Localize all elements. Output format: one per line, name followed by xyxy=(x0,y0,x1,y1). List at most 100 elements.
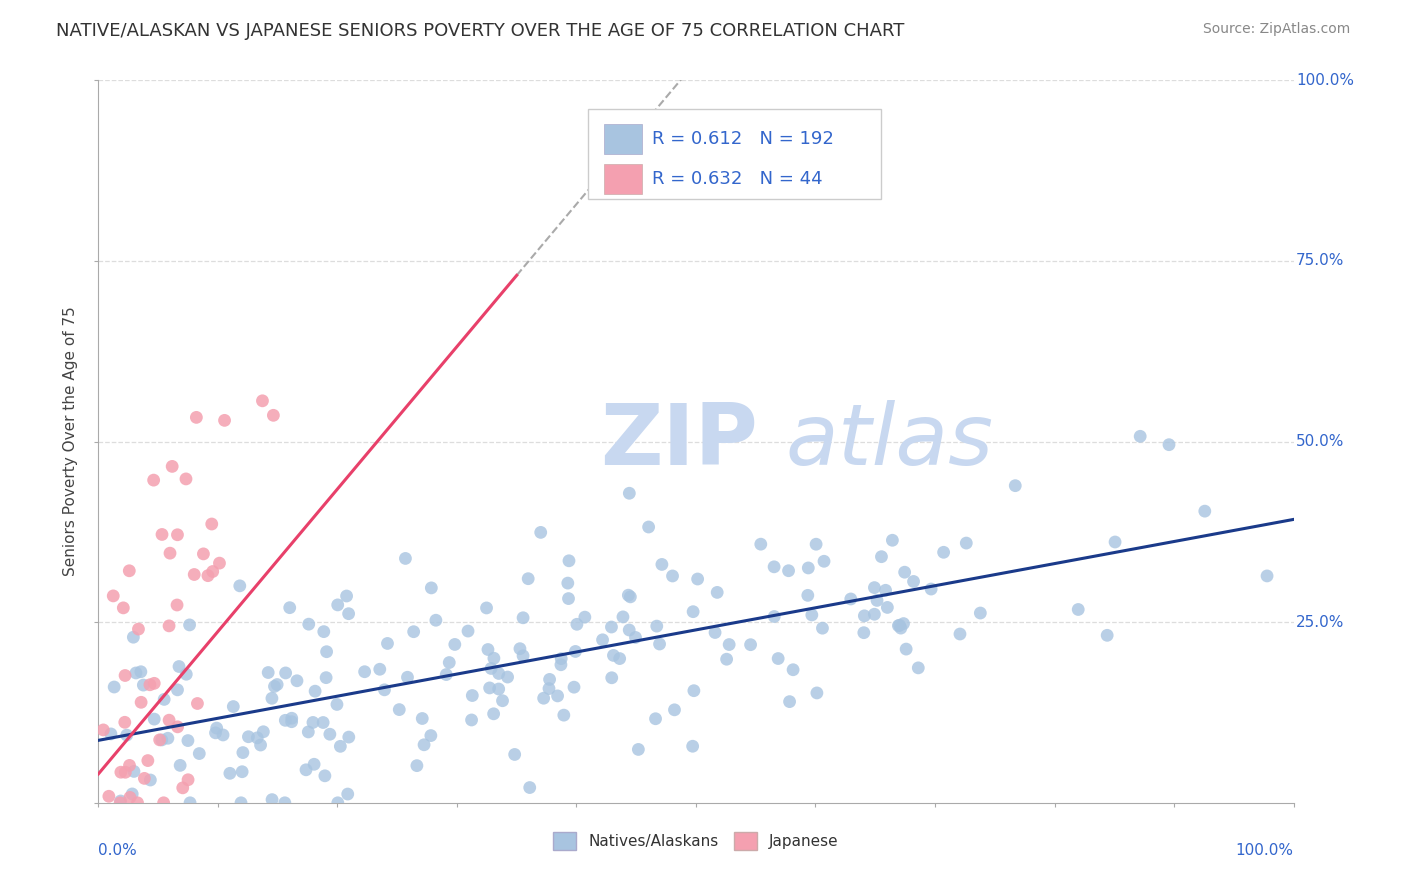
Point xyxy=(110,794,132,808)
Point xyxy=(619,486,641,500)
Point xyxy=(136,754,159,768)
Point xyxy=(114,765,136,780)
Point xyxy=(280,711,302,725)
Point xyxy=(166,528,188,542)
Point xyxy=(512,648,534,663)
Point xyxy=(201,516,224,531)
Point xyxy=(955,536,977,550)
Point xyxy=(274,665,297,680)
Point xyxy=(238,730,260,744)
Point xyxy=(893,565,915,579)
Point xyxy=(547,689,569,703)
Point xyxy=(602,648,624,663)
Point xyxy=(312,624,335,639)
Point xyxy=(260,691,283,706)
Point xyxy=(118,564,141,578)
Point xyxy=(262,409,284,423)
Point xyxy=(887,618,910,632)
Point xyxy=(811,621,834,635)
Point xyxy=(115,728,138,742)
Point xyxy=(377,636,399,650)
Point xyxy=(174,472,197,486)
Point xyxy=(157,713,180,727)
Point xyxy=(853,608,876,623)
Point xyxy=(159,546,181,560)
Point xyxy=(222,699,245,714)
Text: 100.0%: 100.0% xyxy=(1296,73,1354,87)
Point xyxy=(443,637,465,651)
Point xyxy=(457,624,479,638)
Point xyxy=(664,703,686,717)
Point xyxy=(1104,535,1126,549)
Point xyxy=(166,720,188,734)
Point xyxy=(304,684,326,698)
Point xyxy=(749,537,772,551)
Point xyxy=(149,732,172,747)
Point xyxy=(550,657,572,672)
Point xyxy=(530,525,553,540)
Point xyxy=(932,545,955,559)
Point xyxy=(425,613,447,627)
Point xyxy=(475,601,498,615)
Point xyxy=(134,772,156,786)
Point xyxy=(949,627,972,641)
Point xyxy=(129,665,152,679)
Point xyxy=(612,610,634,624)
Point xyxy=(686,572,709,586)
Point xyxy=(716,652,738,666)
Legend: Natives/Alaskans, Japanese: Natives/Alaskans, Japanese xyxy=(547,826,845,856)
Point xyxy=(870,549,893,564)
Point xyxy=(564,644,586,658)
Point xyxy=(297,725,319,739)
Point xyxy=(326,698,349,712)
Point xyxy=(150,527,173,541)
Point xyxy=(574,610,596,624)
Point xyxy=(153,692,176,706)
Point xyxy=(314,769,336,783)
Point xyxy=(266,677,288,691)
Point xyxy=(186,410,208,425)
Point xyxy=(903,574,925,589)
Text: ZIP: ZIP xyxy=(600,400,758,483)
Point xyxy=(97,789,120,804)
Point xyxy=(617,588,640,602)
Point xyxy=(298,617,321,632)
FancyBboxPatch shape xyxy=(589,109,882,200)
Point xyxy=(512,611,534,625)
Point xyxy=(139,772,162,787)
Point xyxy=(232,746,254,760)
Point xyxy=(103,680,125,694)
Text: R = 0.612   N = 192: R = 0.612 N = 192 xyxy=(652,130,834,148)
Point xyxy=(419,729,441,743)
Point xyxy=(876,600,898,615)
Point xyxy=(782,663,804,677)
Point xyxy=(337,730,360,744)
Point xyxy=(503,747,526,762)
Point xyxy=(152,796,174,810)
Point xyxy=(420,581,443,595)
Point xyxy=(557,576,579,591)
Point xyxy=(336,787,359,801)
Point xyxy=(969,606,991,620)
Point xyxy=(562,680,585,694)
Point xyxy=(439,656,461,670)
Point xyxy=(336,589,359,603)
Point xyxy=(204,726,226,740)
Point xyxy=(231,764,253,779)
Point xyxy=(108,796,131,810)
Point xyxy=(460,713,482,727)
Point xyxy=(740,638,762,652)
Point xyxy=(368,662,391,676)
Point xyxy=(326,796,349,810)
Point xyxy=(177,772,200,787)
Point xyxy=(157,619,180,633)
Point xyxy=(132,678,155,692)
Point xyxy=(326,598,349,612)
Point xyxy=(129,695,152,709)
Point xyxy=(252,393,274,408)
Point xyxy=(229,796,252,810)
Point xyxy=(434,667,457,681)
Point xyxy=(183,567,205,582)
Point xyxy=(907,661,929,675)
Point xyxy=(1095,628,1118,642)
